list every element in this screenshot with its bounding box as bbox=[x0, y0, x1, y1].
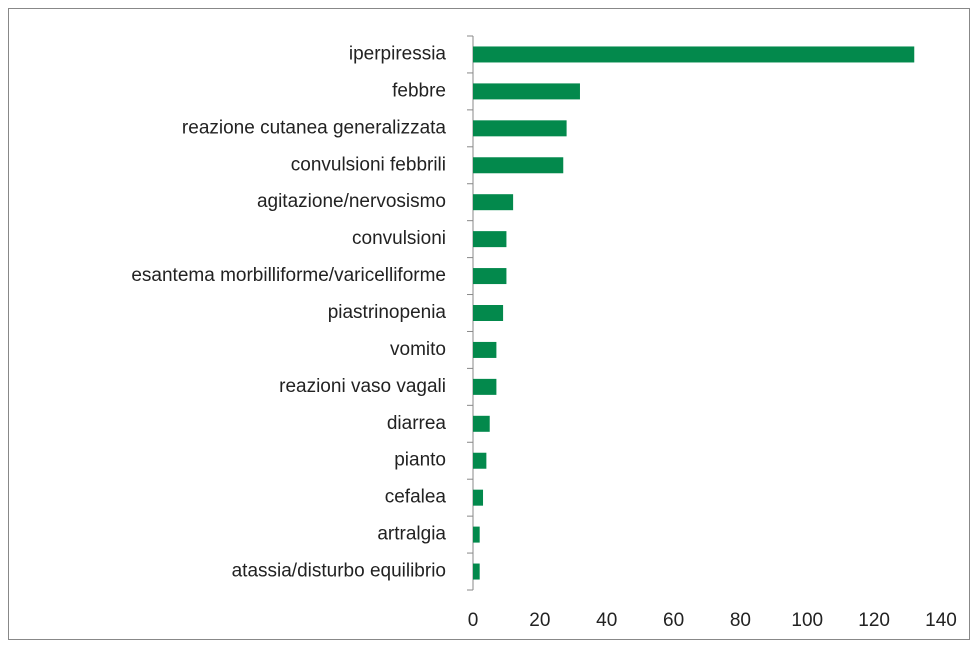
y-tick-label: febbre bbox=[392, 80, 446, 101]
bar bbox=[473, 157, 564, 174]
bar bbox=[473, 194, 514, 211]
y-tick-label: reazione cutanea generalizzata bbox=[182, 117, 447, 138]
x-tick-label: 140 bbox=[925, 610, 957, 631]
y-tick-label: cefalea bbox=[385, 487, 447, 508]
y-tick-label: vomito bbox=[390, 339, 446, 360]
bar bbox=[473, 489, 484, 506]
bar bbox=[473, 415, 490, 432]
bar bbox=[473, 526, 480, 543]
bar bbox=[473, 305, 504, 321]
y-tick-label: iperpiressia bbox=[349, 43, 447, 64]
y-tick-label: atassia/disturbo equilibrio bbox=[232, 561, 446, 582]
x-tick-label: 0 bbox=[468, 610, 479, 631]
y-tick-label: pianto bbox=[394, 450, 446, 471]
x-tick-label: 100 bbox=[791, 610, 823, 631]
bar bbox=[473, 120, 567, 137]
x-tick-label: 120 bbox=[858, 610, 890, 631]
bar bbox=[473, 46, 915, 63]
bar bbox=[473, 83, 580, 100]
bar bbox=[473, 378, 497, 395]
bar bbox=[473, 452, 487, 469]
y-tick-label: diarrea bbox=[387, 413, 447, 434]
x-tick-label: 60 bbox=[663, 610, 684, 631]
y-tick-label: convulsioni bbox=[352, 228, 446, 249]
bar bbox=[473, 231, 507, 248]
y-tick-label: convulsioni febbrili bbox=[291, 154, 446, 175]
bar bbox=[473, 341, 497, 358]
y-tick-label: agitazione/nervosismo bbox=[257, 191, 446, 212]
bar bbox=[473, 563, 480, 580]
y-tick-label: esantema morbilliforme/varicelliforme bbox=[131, 265, 446, 286]
x-tick-label: 40 bbox=[596, 610, 617, 631]
x-tick-label: 80 bbox=[730, 610, 751, 631]
chart-border bbox=[8, 8, 970, 640]
y-tick-label: reazioni vaso vagali bbox=[279, 376, 446, 397]
y-tick-label: artralgia bbox=[377, 524, 446, 545]
bar bbox=[473, 268, 507, 285]
x-tick-label: 20 bbox=[529, 610, 550, 631]
y-tick-label: piastrinopenia bbox=[328, 302, 447, 323]
